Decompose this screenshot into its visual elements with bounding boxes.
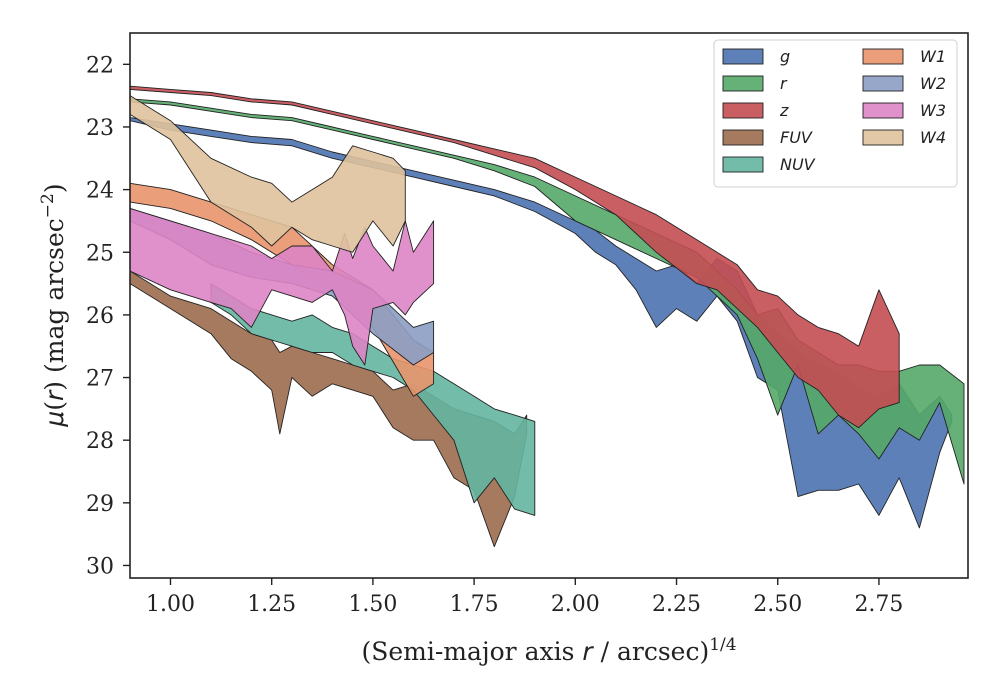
x-tick-label: 1.75 — [450, 592, 499, 617]
legend-label-W2: W2 — [920, 74, 946, 93]
legend-swatch-W3 — [862, 102, 904, 119]
legend-swatch-g — [722, 48, 764, 65]
x-tick-label: 1.00 — [146, 592, 195, 617]
legend-swatch-z — [722, 102, 764, 119]
legend-label-W1: W1 — [920, 47, 946, 66]
y-tick-label: 29 — [86, 492, 114, 517]
y-tick-label: 23 — [86, 116, 114, 141]
band-r — [130, 98, 965, 485]
band-z — [130, 85, 900, 429]
x-axis-ticks: 1.00 1.25 1.50 1.75 2.00 2.25 2.50 2.75 — [146, 578, 903, 617]
y-tick-label: 22 — [86, 53, 114, 78]
y-axis-ticks: 22 23 24 25 26 27 28 29 30 — [86, 53, 130, 579]
legend-label-W3: W3 — [920, 101, 946, 120]
legend-swatch-NUV — [722, 156, 764, 173]
band-W4 — [130, 95, 406, 253]
legend-label-g: g — [780, 47, 790, 66]
x-tick-label: 2.75 — [854, 592, 903, 617]
x-tick-label: 2.50 — [753, 592, 802, 617]
legend-swatch-W1 — [862, 48, 904, 65]
y-tick-label: 28 — [86, 429, 114, 454]
band-NUV — [210, 283, 536, 516]
y-tick-label: 27 — [86, 367, 114, 392]
legend-swatch-W2 — [862, 75, 904, 92]
legend-label-FUV: FUV — [780, 128, 813, 147]
band-W3 — [130, 207, 435, 366]
legend-label-W4: W4 — [920, 128, 946, 147]
legend-swatch-r — [722, 75, 764, 92]
legend-swatch-FUV — [722, 129, 764, 146]
y-tick-label: 25 — [86, 241, 114, 266]
y-tick-label: 30 — [86, 554, 114, 579]
x-tick-label: 1.25 — [247, 592, 296, 617]
y-tick-label: 24 — [86, 179, 114, 204]
x-tick-label: 2.00 — [551, 592, 600, 617]
x-axis-label: (Semi-major axis r / arcsec)1/4 — [361, 635, 736, 666]
legend: grz FUV NUV W1 W2 W3 W4 — [713, 39, 958, 188]
y-tick-label: 26 — [86, 304, 114, 329]
legend-swatch-W4 — [862, 129, 904, 146]
plot-frame — [129, 32, 969, 579]
legend-label-r: r — [780, 74, 788, 93]
band-layer — [130, 85, 965, 548]
x-tick-label: 2.25 — [652, 592, 701, 617]
y-axis-label: μ(r) (mag arcsec−2) — [38, 183, 69, 427]
x-tick-label: 1.50 — [348, 592, 397, 617]
legend-label-z: z — [779, 101, 789, 120]
legend-label-NUV: NUV — [780, 155, 816, 174]
